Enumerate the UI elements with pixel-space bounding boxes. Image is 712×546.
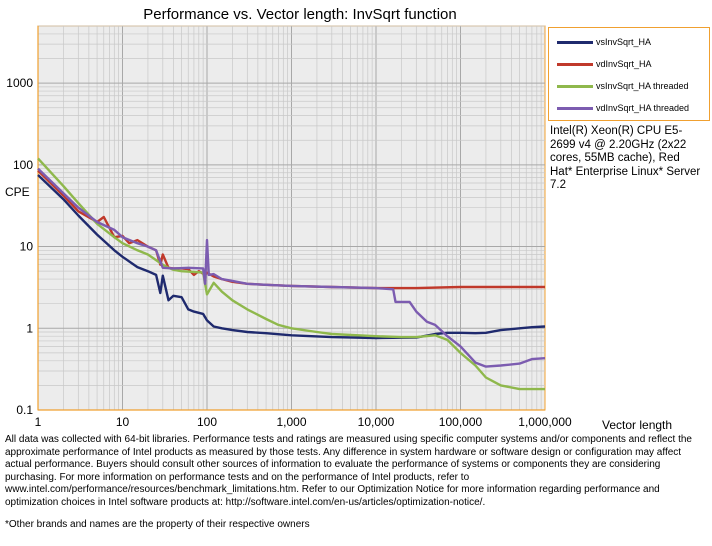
x-axis-label: Vector length bbox=[602, 418, 672, 432]
series-line-3 bbox=[37, 167, 546, 368]
x-tick-label: 1,000 bbox=[276, 415, 306, 429]
performance-disclaimer: All data was collected with 64-bit libra… bbox=[5, 434, 692, 508]
legend-item-vsinvsqrt-ha-threaded: vsInvSqrt_HA threaded bbox=[557, 80, 689, 92]
legend-item-vsinvsqrt-ha: vsInvSqrt_HA bbox=[557, 36, 651, 48]
x-tick-label: 10 bbox=[116, 415, 130, 429]
y-tick-label: 0.1 bbox=[16, 403, 33, 417]
legend-swatch bbox=[557, 62, 593, 66]
trademark-note: *Other brands and names are the property… bbox=[5, 519, 310, 530]
legend-label: vdInvSqrt_HA threaded bbox=[596, 103, 690, 113]
y-tick-label: 1 bbox=[26, 321, 33, 335]
y-tick-label: 100 bbox=[13, 158, 33, 172]
chart-title: Performance vs. Vector length: InvSqrt f… bbox=[143, 6, 457, 23]
legend-label: vdInvSqrt_HA bbox=[596, 59, 652, 69]
legend-item-vdinvsqrt-ha: vdInvSqrt_HA bbox=[557, 58, 652, 70]
legend-label: vsInvSqrt_HA threaded bbox=[596, 81, 689, 91]
y-tick-label: 10 bbox=[20, 240, 34, 254]
x-tick-label: 100 bbox=[197, 415, 217, 429]
legend-swatch bbox=[557, 40, 593, 44]
legend-item-vdinvsqrt-ha-threaded: vdInvSqrt_HA threaded bbox=[557, 102, 689, 114]
system-config-note: Intel(R) Xeon(R) CPU E5-2699 v4 @ 2.20GH… bbox=[550, 125, 701, 191]
x-tick-label: 100,000 bbox=[439, 415, 483, 429]
legend-swatch bbox=[557, 106, 593, 110]
legend-swatch bbox=[557, 84, 593, 88]
x-tick-label: 1 bbox=[35, 415, 42, 429]
series-line-2 bbox=[37, 157, 545, 391]
y-axis-label: CPE bbox=[5, 185, 30, 199]
x-tick-label: 1,000,000 bbox=[518, 415, 572, 429]
x-tick-label: 10,000 bbox=[358, 415, 395, 429]
series-line-0 bbox=[37, 174, 546, 340]
y-tick-label: 1000 bbox=[6, 76, 33, 90]
legend-label: vsInvSqrt_HA bbox=[596, 37, 652, 47]
chart-legend: vsInvSqrt_HA vdInvSqrt_HA vsInvSqrt_HA t… bbox=[548, 27, 710, 121]
chart: Performance vs. Vector length: InvSqrt f… bbox=[5, 6, 672, 432]
